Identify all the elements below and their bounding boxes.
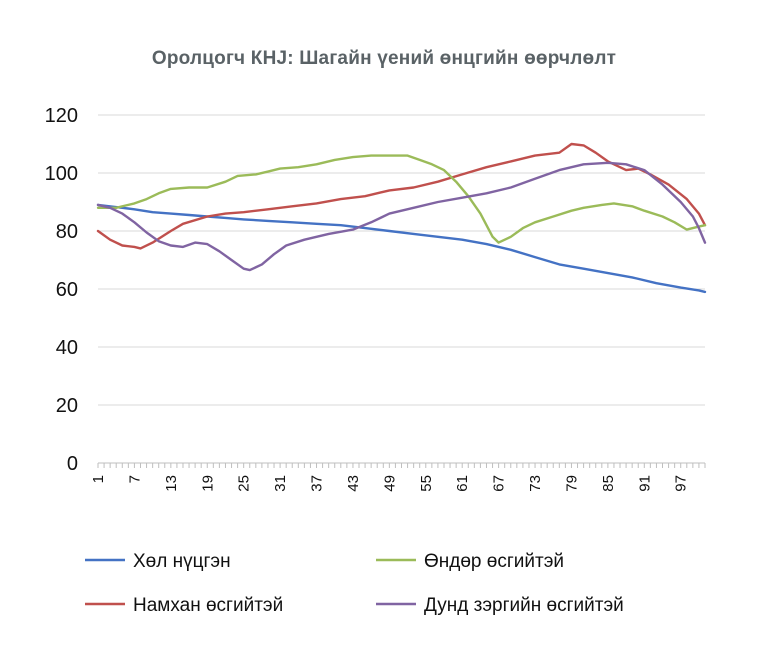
x-tick-label: 37: [309, 475, 326, 492]
series-line-2: [96, 142, 707, 250]
legend-label-2: Намхан өсгийтэй: [133, 595, 283, 616]
x-tick-label: 85: [600, 475, 617, 492]
x-tick-label: 7: [126, 475, 143, 483]
y-tick-label: 0: [67, 453, 78, 475]
x-tick-label: 97: [673, 475, 690, 492]
x-tick-label: 67: [491, 475, 508, 492]
x-tick-label: 19: [199, 475, 216, 492]
series-line-3: [96, 154, 707, 244]
x-tick-label: 13: [163, 475, 180, 492]
x-tick-label: 31: [272, 475, 289, 492]
legend-label-4: Дунд зэргийн өсгийтэй: [424, 595, 624, 616]
series-line-1: [96, 203, 707, 294]
y-tick-label: 60: [56, 279, 78, 301]
x-tick-label: 43: [345, 475, 362, 492]
legend-label-3: Өндөр өсгийтэй: [424, 551, 564, 572]
x-tick-label: 25: [236, 475, 253, 492]
chart-title: Оролцогч КНЈ: Шагайн үений өнцгийн өөрчл…: [151, 48, 617, 69]
y-tick-label: 80: [56, 221, 78, 243]
x-tick-label: 49: [381, 475, 398, 492]
x-tick-label: 55: [418, 475, 435, 492]
legend-label-1: Хөл нүцгэн: [133, 551, 231, 572]
series-line-4: [96, 161, 707, 272]
y-tick-label: 120: [45, 105, 78, 127]
x-tick-label: 1: [90, 475, 107, 483]
x-tick-label: 79: [563, 475, 580, 492]
x-tick-label: 61: [454, 475, 471, 492]
y-tick-label: 40: [56, 337, 78, 359]
x-tick-label: 73: [527, 475, 544, 492]
y-tick-label: 20: [56, 395, 78, 417]
x-tick-label: 91: [636, 475, 653, 492]
y-tick-label: 100: [45, 163, 78, 185]
